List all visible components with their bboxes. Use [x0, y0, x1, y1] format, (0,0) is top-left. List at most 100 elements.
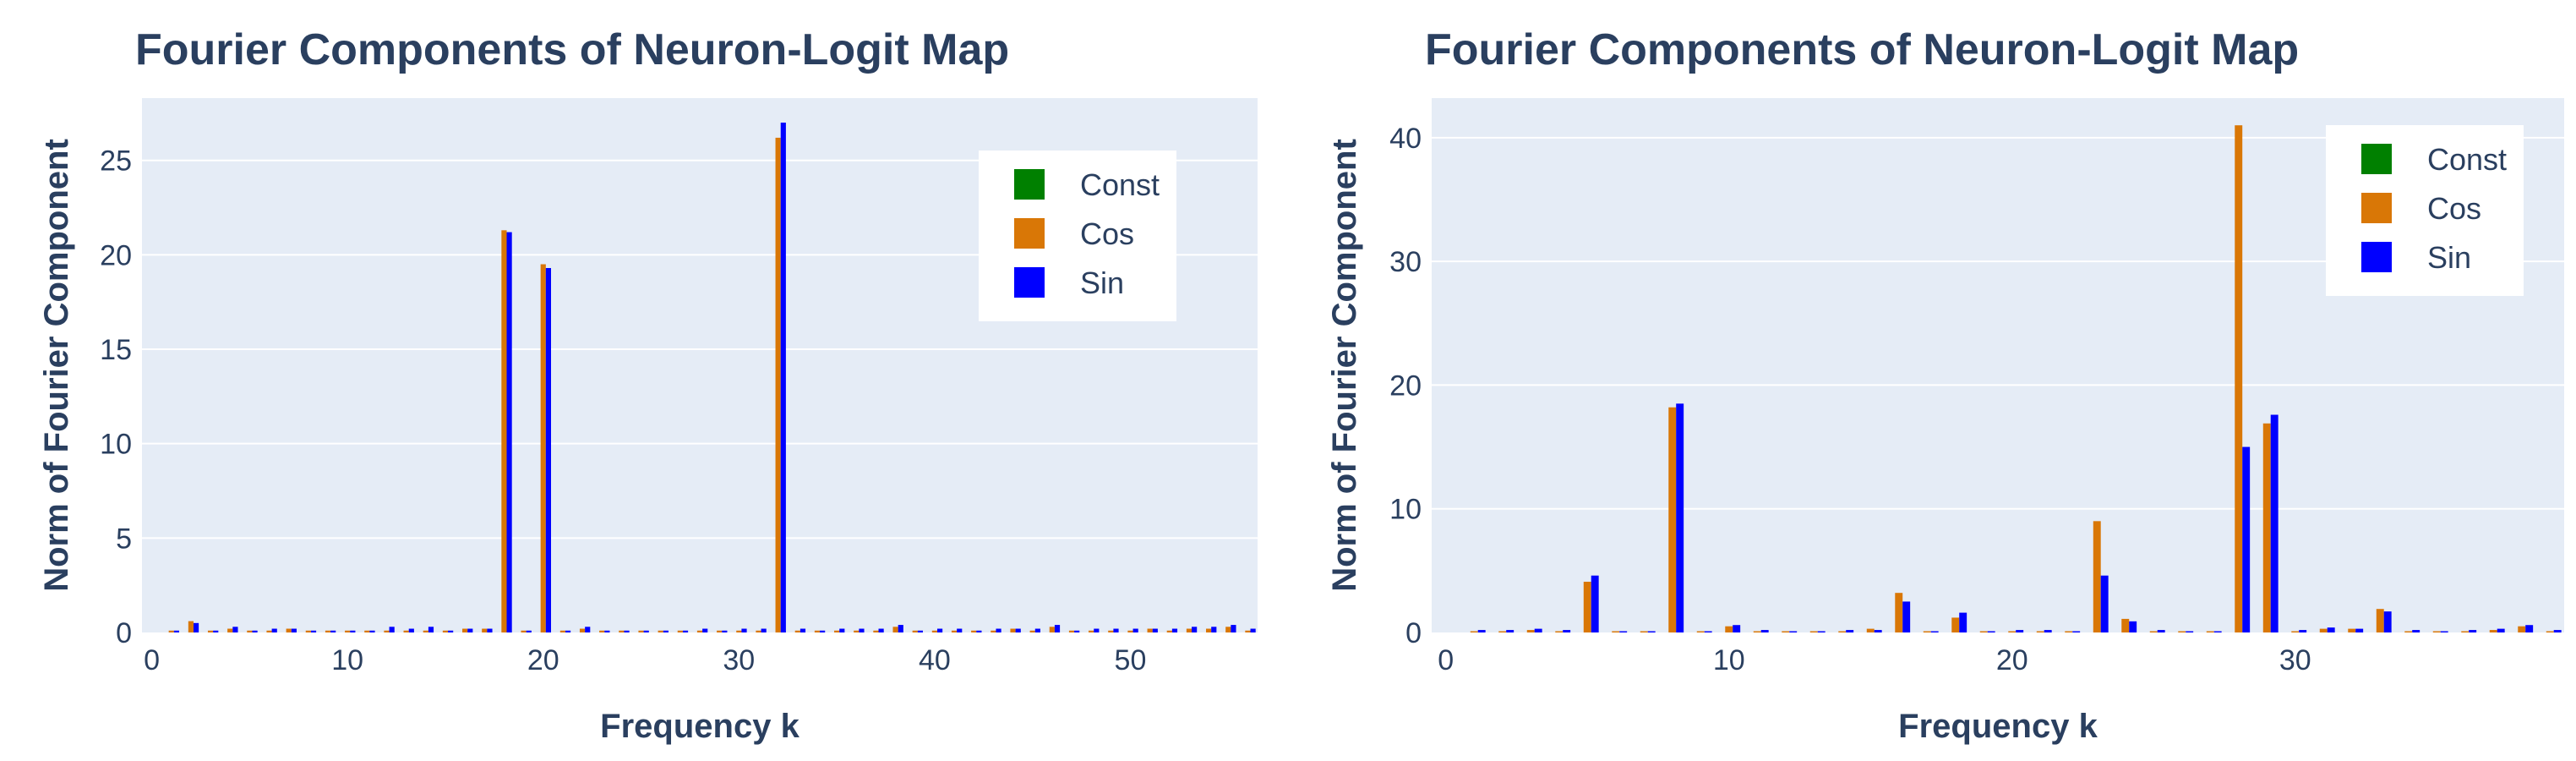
bar-sin: [1171, 628, 1178, 632]
bar-cos: [579, 628, 586, 632]
bar-sin: [565, 630, 571, 632]
legend-label-sin: Sin: [1080, 266, 1124, 300]
bar-sin: [1506, 630, 1514, 632]
bar-cos: [188, 621, 194, 632]
bar-sin: [408, 628, 414, 632]
x-axis-title: Frequency k: [600, 708, 800, 745]
bar-sin: [643, 630, 649, 632]
bar-cos: [1029, 630, 1035, 632]
bar-cos: [325, 630, 331, 632]
bar-cos: [1895, 593, 1903, 632]
bar-sin: [1250, 628, 1256, 632]
bar-sin: [1477, 630, 1486, 632]
legend: Const Cos Sin: [2326, 125, 2524, 296]
bar-cos: [2489, 630, 2497, 632]
bar-sin: [428, 627, 434, 632]
bar-chart-right: Fourier Components of Neuron-Logit Map 0…: [1326, 25, 2564, 745]
bar-cos: [227, 628, 233, 632]
bar-cos: [814, 630, 821, 632]
bar-cos: [1225, 627, 1231, 632]
bar-cos: [501, 230, 507, 632]
bar-sin: [1192, 627, 1198, 632]
bar-cos: [756, 630, 761, 632]
bar-sin: [291, 628, 297, 632]
y-axis-title: Norm of Fourier Component: [1326, 139, 1363, 592]
bar-sin: [271, 628, 277, 632]
y-tick-label: 10: [1389, 494, 1422, 526]
bar-cos: [599, 630, 605, 632]
bar-cos: [168, 630, 174, 632]
bar-cos: [717, 630, 723, 632]
bar-sin: [936, 628, 943, 632]
legend-swatch-const: [2361, 144, 2392, 174]
bar-cos: [931, 630, 937, 632]
y-tick-label: 0: [1405, 617, 1422, 649]
bar-sin: [741, 628, 747, 632]
bar-cos: [1206, 628, 1212, 632]
y-tick-label: 5: [116, 523, 132, 555]
bar-sin: [2412, 630, 2420, 632]
bar-sin: [1534, 628, 1542, 632]
bar-cos: [677, 630, 683, 632]
y-tick-label: 25: [100, 145, 132, 178]
x-tick-label: 50: [1115, 644, 1147, 676]
bar-sin: [2383, 611, 2392, 632]
bar-sin: [252, 630, 258, 632]
bar-cos: [1010, 628, 1016, 632]
bar-sin: [604, 630, 610, 632]
x-tick-label: 10: [331, 644, 363, 676]
bar-cos: [345, 630, 351, 632]
bar-sin: [722, 630, 728, 632]
bar-sin: [585, 627, 591, 632]
bar-cos: [1668, 407, 1677, 632]
bar-cos: [794, 630, 800, 632]
bar-sin: [682, 630, 689, 632]
bar-sin: [448, 630, 454, 632]
legend-swatch-sin: [1014, 267, 1045, 298]
bar-cos: [1245, 630, 1251, 632]
bar-cos: [834, 630, 840, 632]
bar-cos: [2376, 609, 2384, 632]
bar-sin: [1733, 625, 1741, 632]
bar-sin: [369, 630, 375, 632]
x-tick-label: 20: [527, 644, 559, 676]
bar-cos: [247, 630, 253, 632]
bar-sin: [1676, 403, 1684, 632]
bar-cos: [971, 630, 977, 632]
bar-sin: [820, 630, 826, 632]
bar-sin: [1132, 628, 1138, 632]
bar-cos: [2348, 628, 2356, 632]
bar-sin: [957, 628, 963, 632]
y-tick-label: 30: [1389, 246, 1422, 278]
bar-cos: [619, 630, 625, 632]
bar-sin: [1902, 601, 1911, 632]
bar-sin: [2497, 628, 2505, 632]
bar-cos: [286, 628, 292, 632]
legend-label-cos: Cos: [1080, 216, 1134, 251]
bar-sin: [173, 630, 179, 632]
bar-sin: [1760, 630, 1769, 632]
bar-sin: [839, 628, 845, 632]
bar-sin: [232, 627, 238, 632]
bar-cos: [442, 630, 449, 632]
bar-sin: [1591, 575, 1599, 632]
bar-cos: [912, 630, 918, 632]
x-tick-label: 20: [1996, 644, 2028, 676]
bar-cos: [1127, 630, 1133, 632]
y-tick-label: 15: [100, 334, 132, 366]
legend-label-const: Const: [1080, 167, 1160, 202]
bar-cos: [1049, 627, 1055, 632]
bar-cos: [305, 630, 311, 632]
bar-sin: [1074, 630, 1080, 632]
bar-cos: [1583, 582, 1591, 632]
bar-sin: [1113, 628, 1119, 632]
bar-sin: [2242, 446, 2251, 632]
bar-sin: [1094, 628, 1100, 632]
bar-sin: [2044, 630, 2052, 632]
bar-cos: [2235, 125, 2243, 632]
bar-sin: [1874, 630, 1882, 632]
tick-labels: 0 5 10 15 20 25 0 10 20 30 40 50: [100, 145, 1146, 676]
y-tick-label: 20: [100, 239, 132, 271]
bar-cos: [1166, 630, 1172, 632]
bar-sin: [213, 630, 219, 632]
